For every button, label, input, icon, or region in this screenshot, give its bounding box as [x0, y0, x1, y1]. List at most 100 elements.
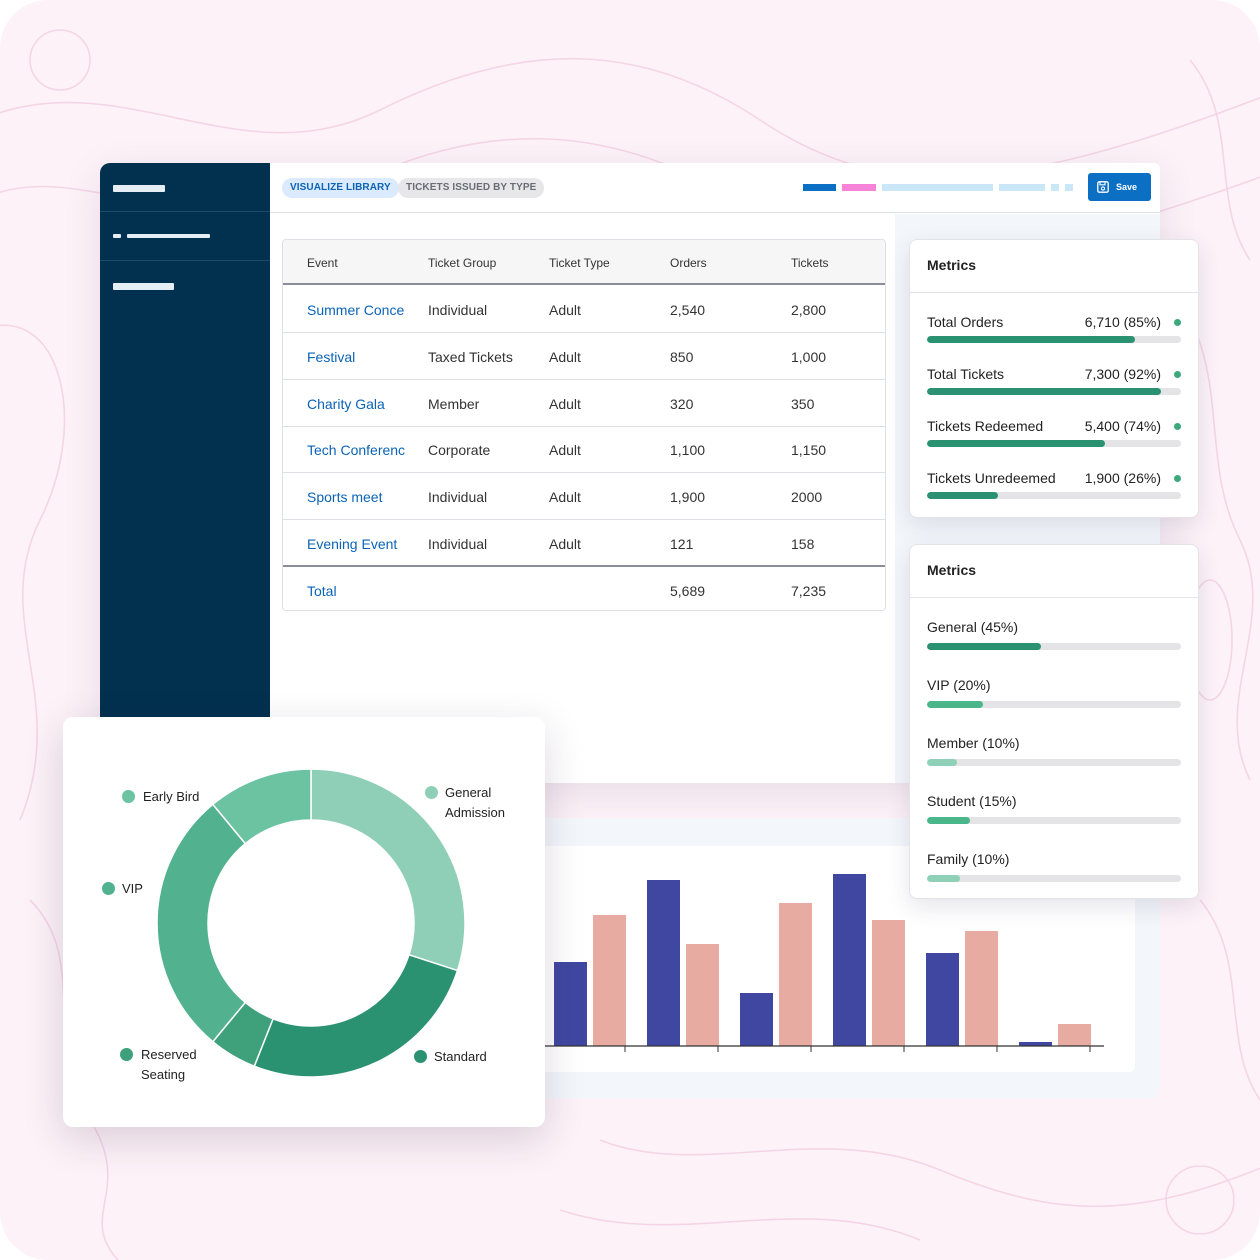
- cell-event[interactable]: Summer Concert: [307, 302, 405, 318]
- col-header-event[interactable]: Event: [307, 256, 338, 270]
- cell-ticket-type: Adult: [549, 302, 581, 318]
- cell-event[interactable]: Festival: [307, 348, 356, 365]
- bar-series-1-group-1[interactable]: [554, 962, 587, 1046]
- cell-event[interactable]: Tech Conference: [307, 442, 405, 459]
- status-dot: [1174, 475, 1181, 482]
- table-row[interactable]: Summer Concert Individual Adult 2,540 2,800: [283, 286, 885, 333]
- save-icon: [1097, 181, 1109, 193]
- bar-series-1-group-6[interactable]: [1019, 1042, 1052, 1046]
- table-total-row: Total 5,689 7,235: [283, 567, 885, 610]
- cell-ticket-group: Individual: [428, 302, 488, 318]
- cell-ticket-type: Adult: [549, 536, 581, 552]
- bar-chart: [540, 874, 1104, 1052]
- legend-dot-reserved-seating: [120, 1048, 133, 1061]
- donut-slice-general-admission[interactable]: [310, 768, 466, 972]
- table-row[interactable]: Sports meet Individual Adult 1,900 2000: [283, 473, 885, 521]
- cell-tickets: 158: [791, 536, 815, 552]
- donut-label-vip: VIP: [122, 881, 143, 896]
- metric-progress-fill: [927, 875, 961, 882]
- metric-progress-fill: [927, 388, 1161, 395]
- bar-series-2-group-2[interactable]: [686, 944, 719, 1046]
- bar-series-1-group-4[interactable]: [833, 874, 866, 1046]
- metric-progress-fill: [927, 336, 1136, 343]
- table-row[interactable]: Charity Gala Member Adult 320 350: [283, 380, 885, 427]
- cell-tickets: 2000: [791, 489, 823, 506]
- cell-tickets: 2,800: [791, 302, 827, 318]
- metric-label: Tickets Unredeemed: [927, 470, 1056, 486]
- col-header-ticket-type[interactable]: Ticket Type: [549, 256, 610, 270]
- status-dot: [1174, 371, 1181, 378]
- metrics-divider: [910, 292, 1198, 293]
- cell-tickets: 1,000: [791, 348, 827, 365]
- donut-label-standard: Standard: [434, 1049, 487, 1064]
- col-header-ticket-group[interactable]: Ticket Group: [428, 256, 497, 270]
- metric-progress-track: [927, 701, 1181, 708]
- cell-ticket-type: Adult: [549, 348, 581, 365]
- cell-event[interactable]: Evening Event: [307, 536, 398, 552]
- metric-progress-track: [927, 759, 1181, 766]
- bar-series-2-group-5[interactable]: [965, 931, 998, 1046]
- table-row[interactable]: Tech Conference Corporate Adult 1,100 1,150: [283, 426, 885, 474]
- legend-bar: [842, 184, 876, 191]
- legend-dot-early-bird: [122, 790, 135, 803]
- metric-progress-fill: [927, 440, 1105, 447]
- donut-label-admission: Admission: [445, 805, 505, 820]
- donut-label-general: General: [445, 785, 492, 800]
- breadcrumb-tickets-issued[interactable]: TICKETS ISSUED BY TYPE: [398, 178, 545, 198]
- cell-event[interactable]: Sports meet: [307, 489, 383, 506]
- bar-series-2-group-3[interactable]: [779, 903, 812, 1046]
- sidebar-section-1[interactable]: [100, 163, 270, 212]
- sidebar-placeholder-bar: [113, 234, 121, 238]
- cell-ticket-group: Taxed Tickets: [428, 348, 513, 365]
- metric-value: 1,900 (26%): [1084, 470, 1161, 486]
- cell-orders: 850: [670, 348, 694, 365]
- sidebar: [100, 163, 270, 783]
- legend-dot-standard: [414, 1050, 427, 1063]
- cell-ticket-group: Member: [428, 395, 480, 412]
- legend-dot-general-admission: [425, 786, 438, 799]
- cell-tickets: 1,150: [791, 442, 827, 459]
- metrics-title: Metrics: [927, 257, 977, 273]
- legend-bar: [1051, 184, 1059, 191]
- legend-bar: [999, 184, 1045, 191]
- metrics-card-totals: Metrics Total Orders 6,710 (85%) Total Tic…: [909, 239, 1199, 518]
- cell-ticket-group: Individual: [428, 536, 488, 552]
- breadcrumb-visualize-library[interactable]: VISUALIZE LIBRARY: [282, 178, 399, 198]
- donut-chart: [156, 768, 466, 1078]
- cell-ticket-group: Corporate: [428, 442, 491, 459]
- metric-label: Student (15%): [927, 793, 1017, 809]
- metric-progress-fill: [927, 492, 999, 499]
- bar-series-1-group-3[interactable]: [740, 993, 773, 1046]
- legend-bar: [1065, 184, 1073, 191]
- sidebar-placeholder-bar: [113, 185, 165, 192]
- sidebar-section-2[interactable]: [100, 212, 270, 261]
- table-row[interactable]: Festival Taxed Tickets Adult 850 1,000: [283, 333, 885, 380]
- legend-bar: [882, 184, 993, 191]
- col-header-orders[interactable]: Orders: [670, 256, 707, 270]
- metric-progress-fill: [927, 759, 958, 766]
- metric-progress-track: [927, 875, 1181, 882]
- sidebar-section-3[interactable]: [100, 261, 270, 310]
- table-row[interactable]: Evening Event Individual Adult 121 158: [283, 520, 885, 567]
- bar-series-1-group-2[interactable]: [647, 880, 680, 1046]
- metric-progress-track: [927, 643, 1181, 650]
- legend-dot-vip: [102, 882, 115, 895]
- bar-series-2-group-4[interactable]: [872, 920, 905, 1046]
- donut-slice-standard[interactable]: [253, 953, 459, 1078]
- bar-series-2-group-1[interactable]: [593, 915, 626, 1046]
- save-button[interactable]: Save: [1088, 173, 1151, 201]
- bar-series-2-group-6[interactable]: [1058, 1024, 1091, 1046]
- donut-slice-vip[interactable]: [156, 803, 247, 1043]
- bar-series-1-group-5[interactable]: [926, 953, 959, 1046]
- metrics-title: Metrics: [927, 562, 977, 578]
- metric-label: Member (10%): [927, 735, 1020, 751]
- cell-event[interactable]: Charity Gala: [307, 395, 385, 412]
- metric-label: VIP (20%): [927, 677, 991, 693]
- col-header-tickets[interactable]: Tickets: [791, 256, 829, 270]
- cell-ticket-type: Adult: [549, 395, 581, 412]
- legend-bar: [803, 184, 836, 191]
- total-tickets: 7,235: [791, 583, 827, 599]
- cell-orders: 2,540: [670, 302, 706, 318]
- donut-chart-card: Early Bird General Admission VIP Reserve…: [63, 717, 545, 1127]
- donut-slice-early-bird[interactable]: [211, 768, 312, 845]
